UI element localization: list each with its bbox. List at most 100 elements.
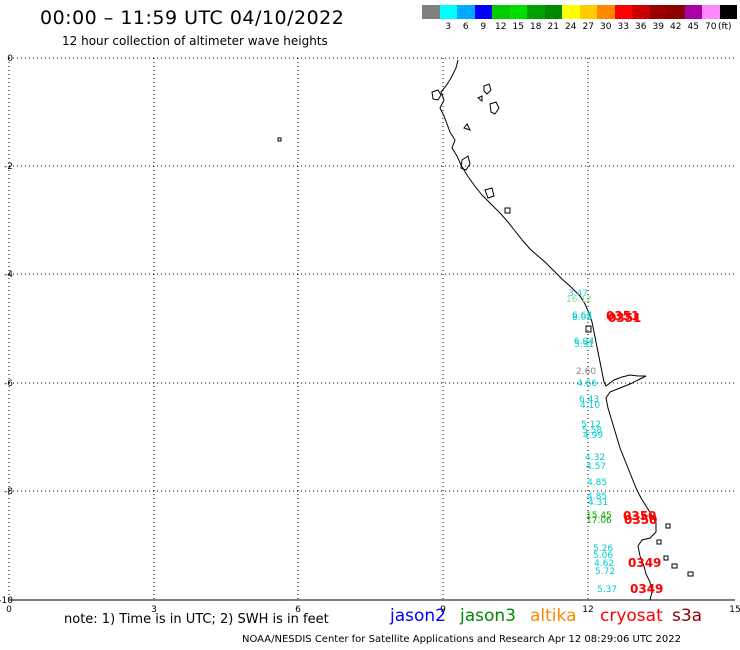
- footnote: note: 1) Time is in UTC; 2) SWH is in fe…: [64, 612, 329, 627]
- swatch-label: 9: [480, 22, 487, 32]
- swatch-color: [649, 5, 667, 19]
- swatch-label: 21: [547, 22, 559, 32]
- swatch-label: 45: [687, 22, 699, 32]
- map-grid: [8, 57, 735, 601]
- legend-jason3: jason3: [460, 606, 516, 626]
- x-tick-label: 0: [6, 605, 12, 615]
- observation-label: 0351: [608, 311, 641, 325]
- swatch-label: 42: [670, 22, 682, 32]
- coastline: [439, 59, 657, 601]
- observation-label: 15.45: [586, 511, 612, 521]
- scale-swatch: 6: [457, 5, 475, 32]
- island: [687, 571, 694, 577]
- island: [656, 539, 662, 545]
- scale-swatch: 24: [562, 5, 580, 32]
- swatch-color: [439, 5, 457, 19]
- scale-swatch: 33: [614, 5, 632, 32]
- island: [477, 95, 483, 102]
- swatch-color: [422, 5, 440, 19]
- chart-subtitle: 12 hour collection of altimeter wave hei…: [62, 34, 328, 48]
- observation-label: 0349: [628, 556, 661, 570]
- swatch-color: [614, 5, 632, 19]
- island: [665, 523, 671, 529]
- scale-swatch: 15: [509, 5, 527, 32]
- y-tick-label: -10: [0, 596, 13, 606]
- swatch-color: [492, 5, 510, 19]
- observation-label: 5.58: [582, 426, 602, 436]
- swatch-color: [632, 5, 650, 19]
- swatch-label: 18: [530, 22, 542, 32]
- swatch-label: 15: [512, 22, 524, 32]
- swatch-label: 36: [635, 22, 647, 32]
- swatch-color: [544, 5, 562, 19]
- y-tick-label: -4: [4, 270, 13, 280]
- x-tick-label: 15: [729, 605, 740, 615]
- observation-label: 0349: [630, 582, 663, 596]
- observation-label: 0351: [606, 309, 639, 323]
- x-tick-label: 3: [151, 605, 157, 615]
- island: [483, 83, 492, 95]
- island: [277, 137, 282, 142]
- observation-label: 5.26: [593, 544, 613, 554]
- legend-s3a: s3a: [672, 606, 703, 626]
- observation-label: 8.05: [572, 313, 592, 323]
- observation-label: 6.43: [579, 395, 599, 405]
- swatch-color: [457, 5, 475, 19]
- scale-swatch: 12: [492, 5, 510, 32]
- x-tick-label: 12: [582, 605, 593, 615]
- island: [671, 563, 678, 569]
- observation-label: 16.12: [566, 295, 592, 305]
- observation-label: 4.57: [586, 462, 606, 472]
- legend-jason2: jason2: [390, 606, 446, 626]
- swatch-label: 24: [565, 22, 577, 32]
- observation-label: 5.37: [597, 585, 617, 595]
- scale-swatch: 27: [579, 5, 597, 32]
- swatch-color: [527, 5, 545, 19]
- observation-label: 6.94: [574, 337, 594, 347]
- scale-swatch: 21: [544, 5, 562, 32]
- observation-label: 4.99: [583, 431, 603, 441]
- scale-swatch: 30: [597, 5, 615, 32]
- scale-swatch: 36: [632, 5, 650, 32]
- swatch-label: 30: [600, 22, 612, 32]
- swatch-label: 12: [495, 22, 507, 32]
- x-tick-label: 6: [295, 605, 301, 615]
- observation-label: 4.85: [587, 492, 607, 502]
- x-tick-label: 9: [440, 605, 446, 615]
- observation-label: 0350: [624, 513, 657, 527]
- swatch-color: [509, 5, 527, 19]
- axis-tick-labels: 0 3 6 9 12 15 0 -2 -4 -6 -8 -10: [0, 54, 740, 615]
- swatch-label: 70: [705, 22, 717, 32]
- observation-label: 3.47: [568, 289, 588, 299]
- scale-swatch: 9: [474, 5, 492, 32]
- scale-unit: (ft): [718, 22, 732, 32]
- scale-swatch: 45: [684, 5, 702, 32]
- scale-swatch: 70: [702, 5, 720, 32]
- island: [504, 207, 511, 214]
- y-tick-label: -2: [4, 162, 13, 172]
- observation-label: 4.32: [585, 453, 605, 463]
- swatch-label: 33: [617, 22, 629, 32]
- credit-line: NOAA/NESDIS Center for Satellite Applica…: [242, 634, 681, 645]
- scale-swatch: 18: [527, 5, 545, 32]
- observation-label: 4.31: [588, 498, 608, 508]
- island: [585, 325, 592, 333]
- y-tick-label: 0: [7, 54, 13, 64]
- y-tick-label: -6: [4, 379, 13, 389]
- observation-label: 4.85: [587, 478, 607, 488]
- observation-label: 6.63: [572, 311, 592, 321]
- swatch-color: [702, 5, 720, 19]
- observation-label: 5.72: [595, 567, 615, 577]
- swatch-color: [667, 5, 685, 19]
- swatch-color: [719, 5, 737, 19]
- island: [460, 155, 471, 171]
- scale-swatch: 42: [667, 5, 685, 32]
- swatch-color: [597, 5, 615, 19]
- swatch-label: 6: [462, 22, 469, 32]
- legend-altika: altika: [530, 606, 577, 626]
- chart-title: 00:00 – 11:59 UTC 04/10/2022: [40, 7, 345, 29]
- wave-height-color-scale: 3 6 9 12 15 18 21 24 27 30 33 36 39 42 45 70: [422, 5, 737, 32]
- swatch-color: [684, 5, 702, 19]
- legend-cryosat: cryosat: [600, 606, 663, 626]
